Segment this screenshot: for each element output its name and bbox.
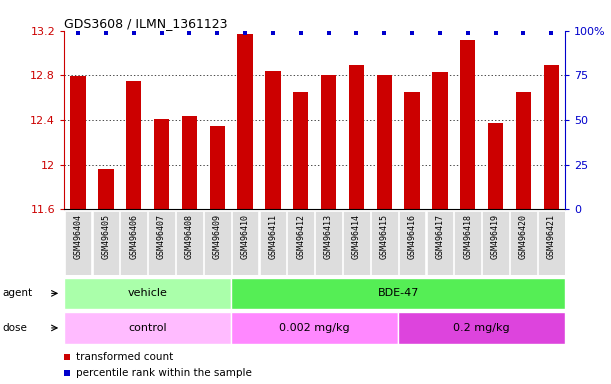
- Text: GSM496418: GSM496418: [463, 214, 472, 259]
- Bar: [293, 92, 309, 209]
- Text: GSM496404: GSM496404: [73, 214, 82, 259]
- Text: GSM496417: GSM496417: [436, 214, 444, 259]
- Bar: [488, 123, 503, 209]
- Text: transformed count: transformed count: [76, 352, 174, 362]
- Bar: [65, 211, 92, 275]
- Bar: [70, 76, 86, 209]
- Bar: [399, 211, 425, 275]
- Bar: [321, 75, 336, 209]
- Bar: [265, 71, 280, 209]
- Text: GSM496412: GSM496412: [296, 214, 306, 259]
- Bar: [260, 211, 287, 275]
- Bar: [126, 81, 141, 209]
- Bar: [376, 75, 392, 209]
- Text: GSM496405: GSM496405: [101, 214, 111, 259]
- Text: GSM496408: GSM496408: [185, 214, 194, 259]
- Text: GSM496415: GSM496415: [380, 214, 389, 259]
- Bar: [231, 278, 565, 309]
- Bar: [98, 169, 114, 209]
- Text: control: control: [128, 323, 167, 333]
- Text: GSM496410: GSM496410: [241, 214, 249, 259]
- Bar: [398, 312, 565, 344]
- Bar: [538, 211, 565, 275]
- Bar: [315, 211, 342, 275]
- Text: GSM496421: GSM496421: [547, 214, 556, 259]
- Text: GSM496406: GSM496406: [130, 214, 138, 259]
- Bar: [482, 211, 509, 275]
- Bar: [64, 312, 231, 344]
- Text: vehicle: vehicle: [128, 288, 167, 298]
- Text: GSM496407: GSM496407: [157, 214, 166, 259]
- Bar: [204, 211, 230, 275]
- Text: GSM496420: GSM496420: [519, 214, 528, 259]
- Bar: [455, 211, 481, 275]
- Text: GSM496411: GSM496411: [268, 214, 277, 259]
- Bar: [426, 211, 453, 275]
- Text: 0.002 mg/kg: 0.002 mg/kg: [279, 323, 350, 333]
- Bar: [176, 211, 203, 275]
- Text: GSM496414: GSM496414: [352, 214, 361, 259]
- Text: GSM496419: GSM496419: [491, 214, 500, 259]
- Text: 0.2 mg/kg: 0.2 mg/kg: [453, 323, 510, 333]
- Bar: [404, 92, 420, 209]
- Bar: [287, 211, 314, 275]
- Bar: [120, 211, 147, 275]
- Bar: [510, 211, 537, 275]
- Text: BDE-47: BDE-47: [378, 288, 419, 298]
- Bar: [231, 312, 398, 344]
- Text: GSM496416: GSM496416: [408, 214, 417, 259]
- Text: GSM496413: GSM496413: [324, 214, 333, 259]
- Bar: [210, 126, 225, 209]
- Bar: [349, 65, 364, 209]
- Text: GDS3608 / ILMN_1361123: GDS3608 / ILMN_1361123: [64, 17, 228, 30]
- Bar: [232, 211, 258, 275]
- Bar: [154, 119, 169, 209]
- Bar: [432, 72, 448, 209]
- Bar: [238, 34, 253, 209]
- Text: percentile rank within the sample: percentile rank within the sample: [76, 368, 252, 379]
- Bar: [544, 65, 559, 209]
- Text: GSM496409: GSM496409: [213, 214, 222, 259]
- Bar: [516, 92, 531, 209]
- Bar: [460, 40, 475, 209]
- Bar: [148, 211, 175, 275]
- Bar: [371, 211, 398, 275]
- Bar: [92, 211, 119, 275]
- Bar: [64, 278, 231, 309]
- Bar: [181, 116, 197, 209]
- Text: dose: dose: [2, 323, 27, 333]
- Text: agent: agent: [2, 288, 32, 298]
- Bar: [343, 211, 370, 275]
